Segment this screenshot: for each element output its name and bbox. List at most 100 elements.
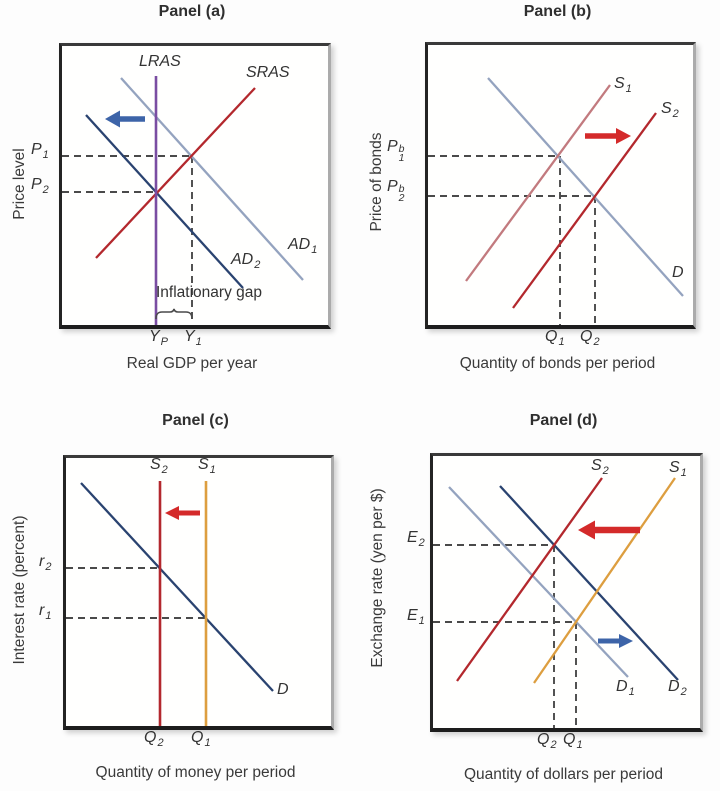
d2-label: D2 <box>668 678 687 701</box>
label-base: S <box>661 100 672 117</box>
s2-label: S2 <box>661 100 679 123</box>
label-base: E <box>407 607 418 624</box>
label-base: SRAS <box>246 64 290 81</box>
ad1-label: AD1 <box>288 236 317 259</box>
label-sup: b <box>398 183 405 195</box>
label-base: P <box>387 178 398 195</box>
label-sub: 1 <box>628 686 635 698</box>
label-base: S <box>591 457 602 474</box>
label-sub: 1 <box>576 739 583 751</box>
p1-tick-label: P1 <box>31 141 49 164</box>
label-sub: 2 <box>45 561 52 573</box>
label-base: AD <box>288 236 311 253</box>
label-base: S <box>198 456 209 473</box>
demand-label: D <box>277 681 290 704</box>
s2-label: S2 <box>591 457 609 480</box>
panel-d-title: Panel (d) <box>529 412 598 429</box>
panel-d-y-axis-label: Exchange rate (yen per $) <box>369 488 386 668</box>
label-sub: 1 <box>209 464 216 476</box>
label-base: Q <box>545 328 558 345</box>
label-base: r <box>39 602 45 619</box>
label-base: S <box>669 459 680 476</box>
supply-shift-left-arrow-head <box>165 506 179 520</box>
s1-label: S1 <box>198 456 216 479</box>
label-base: LRAS <box>139 53 181 70</box>
label-sub: 1 <box>625 83 632 95</box>
label-sub: 2 <box>593 336 600 348</box>
inflationary-gap-annotation: Inflationary gap <box>156 284 262 301</box>
label-sub: 1 <box>204 737 211 749</box>
d1-label: D1 <box>616 678 635 701</box>
label-base: D <box>668 678 680 695</box>
label-base: r <box>39 553 45 570</box>
panel-a-y-axis-label: Price level <box>11 148 28 220</box>
label-base: S <box>614 75 625 92</box>
s1-label: S1 <box>614 75 632 98</box>
e1-tick-label: E1 <box>407 607 425 630</box>
panel-c-plot-area <box>63 455 334 730</box>
label-sub: 1 <box>680 467 687 479</box>
bond-supply-s2-curve <box>512 112 657 309</box>
q1-tick-label: Q1 <box>191 729 211 752</box>
panel-d-chart-svg <box>433 477 679 728</box>
dollar-demand-d2-curve <box>499 485 679 681</box>
r2-tick-label: r2 <box>39 553 51 576</box>
panel-b-title: Panel (b) <box>523 3 592 20</box>
panel-b-plot-area <box>425 42 696 329</box>
panel-d-plot-area <box>430 453 703 732</box>
label-base: P <box>387 138 398 155</box>
money-demand-curve <box>80 482 274 692</box>
label-base: Y <box>149 328 160 345</box>
panel-b-y-axis-label: Price of bonds <box>368 132 385 232</box>
s1-label: S1 <box>669 459 687 482</box>
label-base: Q <box>191 729 204 746</box>
panel-c-y-axis-label: Interest rate (percent) <box>11 515 28 665</box>
inflationary-gap-brace <box>155 308 193 320</box>
dollar-supply-s2-curve <box>456 477 603 682</box>
panel-c-x-axis-label: Quantity of money per period <box>95 764 296 781</box>
label-sub: 2 <box>161 464 168 476</box>
ad-shift-left-arrow-head <box>105 110 120 128</box>
label-sub: 2 <box>398 192 405 204</box>
label-base: E <box>407 529 418 546</box>
panel-a: Panel (a) Price level LRAS SRAS AD1 AD2 … <box>0 0 360 396</box>
ad1-curve <box>120 77 304 281</box>
label-sub: 1 <box>398 152 405 164</box>
label-sub: 2 <box>602 465 609 477</box>
label-sub: 2 <box>42 184 49 196</box>
label-base: P <box>31 176 42 193</box>
label-sub: 2 <box>550 739 557 751</box>
p2-tick-label: P2 <box>31 176 49 199</box>
label-sup: b <box>398 143 405 155</box>
panel-a-title: Panel (a) <box>158 3 226 20</box>
yp-tick-label: YP <box>149 328 168 351</box>
panel-a-x-axis-label: Real GDP per year <box>126 355 258 372</box>
label-sub: 1 <box>42 149 49 161</box>
q1-tick-label: Q1 <box>563 731 583 754</box>
panel-b-chart-svg <box>428 77 684 325</box>
q2-tick-label: Q2 <box>144 729 164 752</box>
sras-label: SRAS <box>246 64 291 87</box>
label-base: S <box>150 456 161 473</box>
label-base: D <box>277 681 289 698</box>
r1-tick-label: r1 <box>39 602 51 625</box>
supply-shift-right-arrow-head <box>616 128 631 144</box>
label-sub: 1 <box>558 336 565 348</box>
label-sub: 2 <box>672 108 679 120</box>
label-sub: 2 <box>157 737 164 749</box>
panel-d: Panel (d) Exchange rate (yen per $) S2 S… <box>360 395 720 791</box>
label-sub: 1 <box>418 615 425 627</box>
label-base: Y <box>184 328 195 345</box>
panel-c: Panel (c) Interest rate (percent) S2 S1 … <box>0 395 360 791</box>
label-sub: 2 <box>680 686 687 698</box>
label-sub: 2 <box>254 259 261 271</box>
panel-a-chart-svg <box>62 76 304 325</box>
q2-tick-label: Q2 <box>537 731 557 754</box>
label-sub: 2 <box>418 537 425 549</box>
label-sub: 1 <box>45 610 52 622</box>
label-base: P <box>31 141 42 158</box>
